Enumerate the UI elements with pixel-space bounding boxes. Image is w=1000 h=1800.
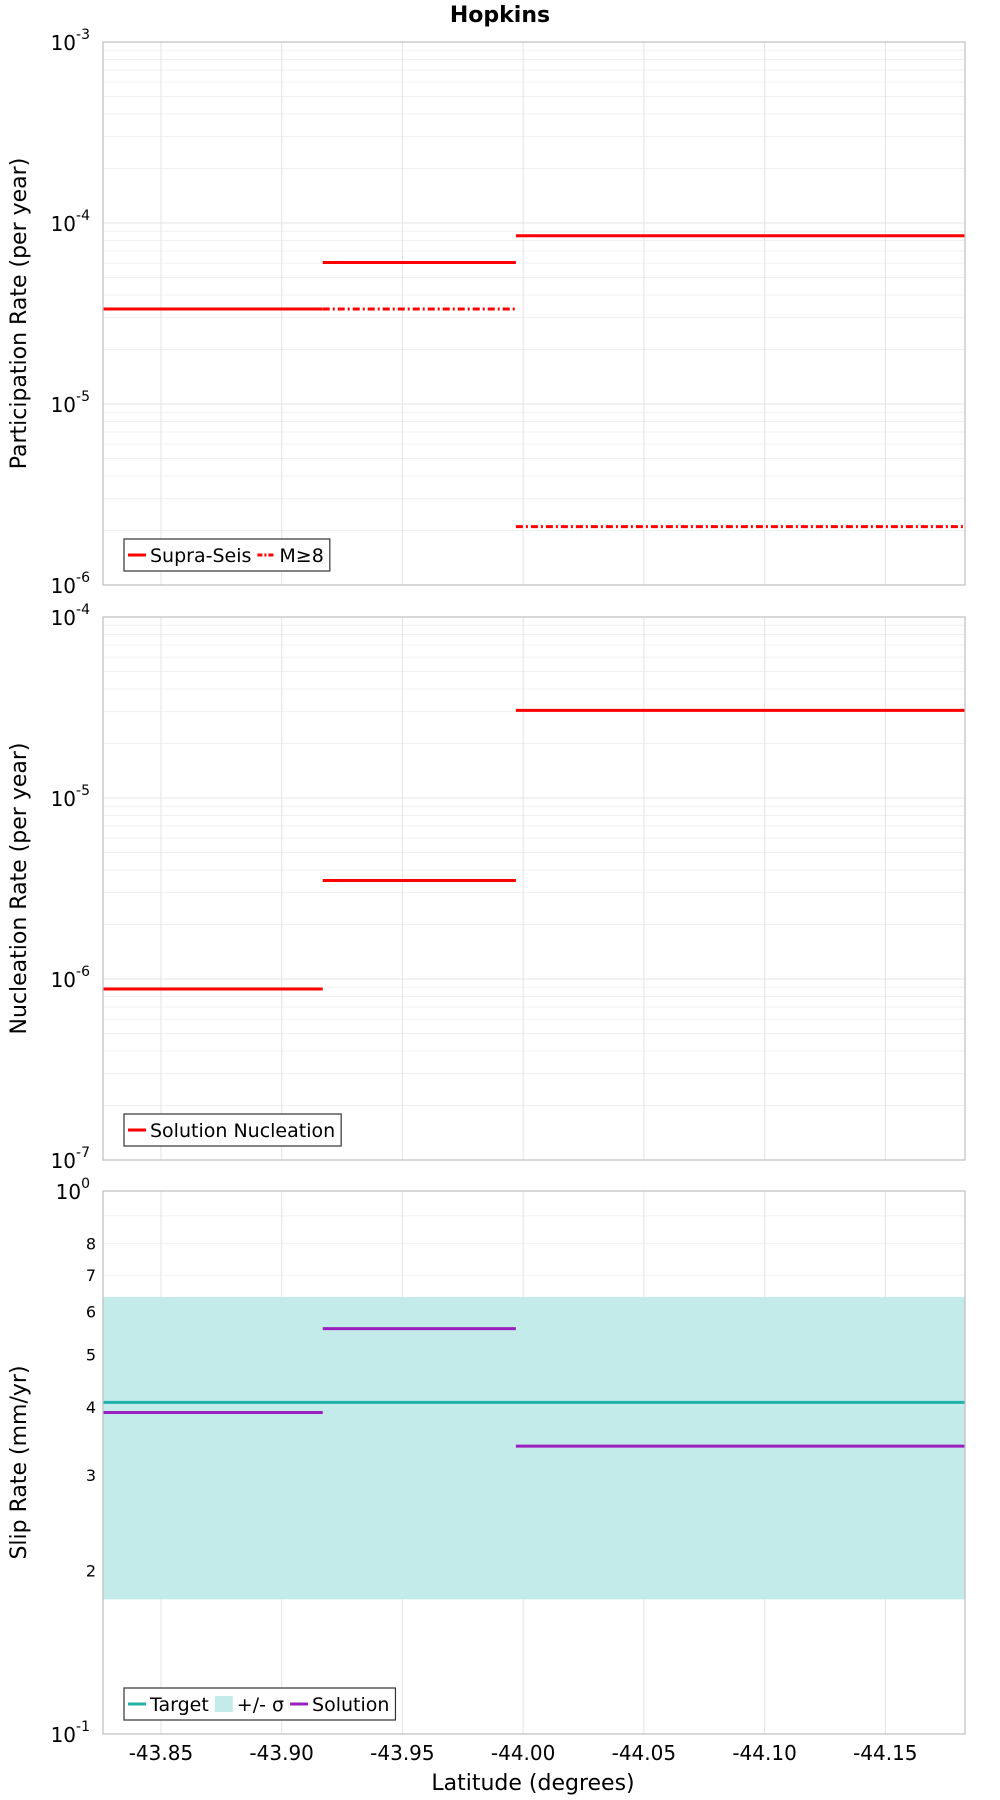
y-axis-label: Participation Rate (per year)	[7, 158, 32, 470]
y-tick-label: 10-4	[51, 208, 91, 236]
slip-legend: Target +/- σ Solution	[123, 1687, 397, 1721]
y-minor-tick-label: 3	[86, 1466, 96, 1485]
legend-box	[123, 1687, 397, 1721]
y-minor-tick-label: 6	[86, 1302, 96, 1321]
participation-grid	[103, 41, 965, 586]
y-tick-label: 10-5	[51, 389, 90, 417]
legend-label: Supra-Seis	[150, 545, 251, 567]
y-tick-label: 10-6	[51, 570, 91, 598]
series-solution-nucleation	[103, 708, 965, 991]
y-axis-label: Nucleation Rate (per year)	[7, 743, 32, 1035]
y-minor-tick-label: 2	[86, 1562, 96, 1581]
legend-label: +/- σ	[237, 1694, 284, 1716]
x-tick-label: -44.10	[732, 1741, 796, 1765]
y-tick-label: 10-5	[51, 783, 90, 811]
sigma-band	[103, 1296, 965, 1600]
y-tick-label: 10-6	[51, 964, 91, 992]
series-supra-seis	[103, 234, 965, 311]
x-tick-label: -43.90	[249, 1741, 313, 1765]
slip-panel: 100 10-1 2 3 4 5 6 7 8 Slip Rate (mm/yr) Target +/-…	[7, 1176, 966, 1747]
y-tick-label: 10-3	[51, 27, 90, 55]
y-tick-label: 10-7	[51, 1145, 90, 1173]
slip-frame	[102, 1190, 966, 1735]
legend-label: M≥8	[279, 545, 323, 567]
y-minor-tick-label: 4	[86, 1398, 96, 1417]
y-minor-tick-label: 5	[86, 1345, 96, 1364]
y-tick-label: 10-4	[51, 602, 91, 630]
y-minor-tick-label: 7	[86, 1266, 96, 1285]
y-tick-label: 100	[56, 1176, 90, 1204]
chart-title: Hopkins	[450, 3, 550, 28]
participation-panel: 10-3 10-4 10-5 10-6 Participation Rate (per …	[7, 27, 966, 598]
nucleation-grid	[103, 616, 965, 1161]
x-tick-label: -44.05	[612, 1741, 676, 1765]
y-minor-tick-label: 8	[86, 1235, 96, 1254]
participation-frame	[102, 41, 966, 586]
legend-box	[123, 538, 331, 572]
x-tick-label: -43.85	[129, 1741, 193, 1765]
nucleation-frame	[102, 616, 966, 1161]
nucleation-panel: 10-4 10-5 10-6 10-7 Nucleation Rate (per yea…	[7, 602, 966, 1173]
legend-label: Solution	[312, 1694, 389, 1716]
legend-box	[123, 1113, 342, 1147]
legend-swatch	[214, 1696, 233, 1712]
x-tick-label: -44.00	[491, 1741, 555, 1765]
x-tick-label: -44.15	[853, 1741, 917, 1765]
series-solution	[103, 1327, 965, 1448]
legend-label: Solution Nucleation	[150, 1120, 335, 1142]
x-tick-label: -43.95	[370, 1741, 434, 1765]
x-axis: -43.85 -43.90 -43.95 -44.00 -44.05 -44.10 -44.…	[129, 1741, 918, 1765]
y-axis-label: Slip Rate (mm/yr)	[7, 1365, 32, 1559]
legend-label: Target	[149, 1694, 209, 1716]
y-tick-label: 10-1	[51, 1719, 90, 1747]
x-axis-label: Latitude (degrees)	[431, 1771, 634, 1796]
participation-legend: Supra-Seis M≥8	[123, 538, 331, 572]
nucleation-legend: Solution Nucleation	[123, 1113, 342, 1147]
series-m-8	[103, 307, 965, 529]
